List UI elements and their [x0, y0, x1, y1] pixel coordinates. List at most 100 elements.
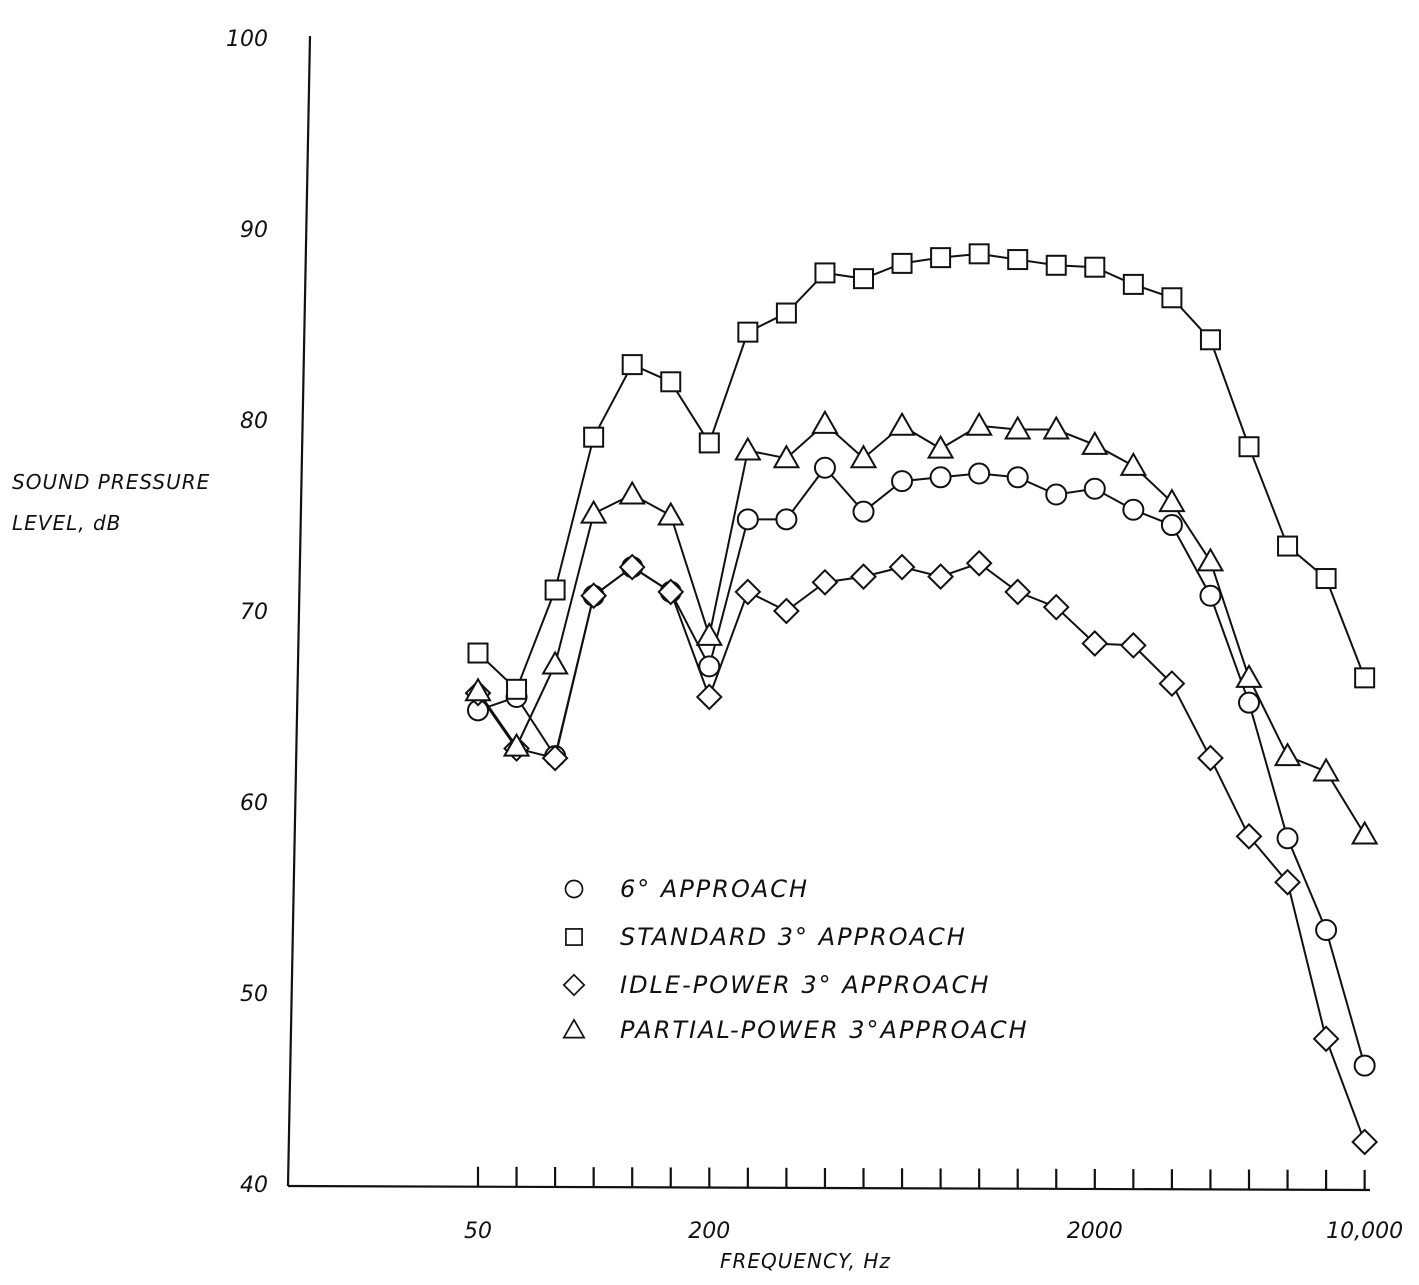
legend-marker-circle — [564, 879, 584, 899]
data-point-triangle — [657, 501, 685, 526]
y-tick-label: 70 — [240, 600, 268, 625]
x-axis-title: FREQUENCY, Hz — [720, 1249, 891, 1273]
legend: 6° APPROACH STANDARD 3° APPROACH IDLE-POWE… — [562, 875, 1029, 1044]
data-point-circle — [813, 456, 836, 479]
data-point-square — [1199, 329, 1221, 351]
data-point-circle — [698, 655, 721, 678]
data-point-diamond — [1042, 593, 1070, 621]
data-point-triangle — [1119, 451, 1148, 476]
data-point-circle — [929, 466, 952, 489]
legend-marker-square — [565, 928, 583, 946]
data-point-circle — [852, 500, 875, 523]
data-point-diamond — [850, 563, 877, 591]
data-point-diamond — [695, 683, 723, 711]
data-point-triangle — [695, 621, 724, 646]
data-point-triangle — [541, 650, 569, 675]
data-point-diamond — [618, 553, 646, 581]
data-point-circle — [1353, 1054, 1376, 1077]
data-point-square — [1122, 273, 1144, 295]
data-point-circle — [1199, 584, 1222, 607]
data-point-square — [621, 354, 643, 376]
data-point-square — [1007, 249, 1029, 271]
x-axis-line — [287, 1184, 1371, 1192]
x-ticks — [476, 1166, 1366, 1190]
data-point-triangle — [888, 411, 916, 436]
data-point-diamond — [772, 597, 800, 625]
data-point-circle — [1160, 514, 1183, 537]
data-point-triangle — [1235, 663, 1263, 688]
data-point-circle — [1083, 477, 1106, 500]
x-tick-label: 2000 — [1067, 1219, 1123, 1244]
data-point-triangle — [1081, 430, 1109, 455]
data-point-diamond — [734, 578, 762, 606]
legend-label: STANDARD 3° APPROACH — [620, 923, 967, 951]
legend-label: IDLE-POWER 3° APPROACH — [620, 971, 990, 999]
data-point-diamond — [657, 578, 685, 606]
data-point-diamond — [1312, 1025, 1340, 1053]
data-point-diamond — [1197, 744, 1224, 772]
data-point-diamond — [927, 563, 955, 591]
y-tick-label: 60 — [240, 791, 268, 816]
data-point-square — [1238, 436, 1260, 458]
series-diamond — [464, 549, 1379, 1156]
data-point-circle — [1238, 691, 1260, 714]
legend-label: PARTIAL-POWER 3°APPROACH — [620, 1016, 1029, 1044]
data-point-square — [968, 243, 990, 265]
data-point-square — [544, 579, 566, 601]
data-point-circle — [891, 470, 914, 493]
data-point-square — [660, 371, 682, 393]
data-point-diamond — [1158, 670, 1186, 697]
series-line-square — [477, 252, 1366, 692]
data-point-triangle — [579, 499, 608, 524]
data-point-diamond — [580, 582, 608, 610]
data-point-triangle — [1042, 415, 1070, 440]
data-point-triangle — [811, 409, 839, 434]
data-point-square — [1084, 256, 1106, 278]
data-point-circle — [968, 462, 991, 485]
data-point-diamond — [1119, 631, 1147, 659]
legend-label: 6° APPROACH — [620, 875, 809, 903]
data-point-triangle — [618, 480, 646, 505]
legend-marker-diamond — [562, 973, 586, 997]
data-point-diamond — [1081, 630, 1109, 657]
x-tick-label: 200 — [688, 1219, 730, 1244]
data-point-circle — [775, 508, 798, 531]
data-point-square — [1315, 568, 1337, 590]
series-line-triangle — [477, 422, 1366, 835]
data-point-diamond — [1235, 822, 1263, 850]
y-axis-title-line1: SOUND PRESSURE — [12, 470, 210, 494]
data-point-triangle — [464, 677, 492, 702]
data-point-triangle — [965, 411, 993, 436]
data-point-square — [1354, 667, 1376, 689]
data-point-square — [1045, 254, 1067, 276]
data-point-circle — [1006, 466, 1029, 489]
data-point-square — [775, 302, 797, 324]
data-point-triangle — [1350, 820, 1379, 845]
series-triangle — [464, 409, 1379, 845]
data-point-diamond — [1351, 1128, 1379, 1156]
data-point-diamond — [888, 553, 916, 581]
data-point-circle — [1315, 918, 1338, 941]
data-point-triangle — [926, 434, 955, 459]
data-point-triangle — [849, 444, 878, 469]
data-point-square — [506, 678, 528, 700]
data-point-diamond — [811, 568, 839, 596]
data-point-square — [930, 247, 952, 269]
data-point-triangle — [1158, 488, 1186, 513]
data-point-circle — [1122, 498, 1145, 521]
y-tick-label: 90 — [240, 218, 268, 243]
data-point-diamond — [1274, 868, 1301, 896]
y-tick-label: 80 — [240, 409, 268, 434]
data-point-square — [583, 426, 605, 448]
series-line-diamond — [477, 562, 1366, 1143]
y-tick-labels: 40 50 60 70 80 90 100 — [226, 27, 268, 1198]
series-square — [467, 243, 1376, 700]
data-point-triangle — [734, 436, 762, 461]
data-point-square — [1277, 535, 1299, 557]
x-tick-labels: 50 200 2000 10,000 — [464, 1219, 1403, 1244]
y-tick-label: 40 — [240, 1173, 268, 1198]
x-tick-label: 50 — [464, 1219, 492, 1244]
data-point-triangle — [1312, 757, 1340, 782]
y-tick-label: 100 — [226, 27, 268, 52]
data-point-triangle — [1196, 547, 1225, 572]
